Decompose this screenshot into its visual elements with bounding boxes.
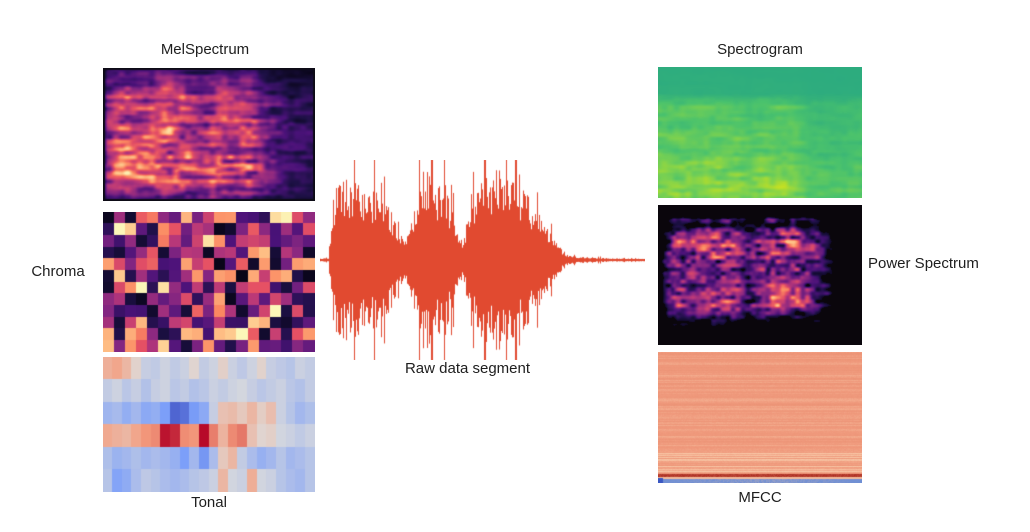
melspectrum-label: MelSpectrum <box>160 41 250 58</box>
spectrogram-label: Spectrogram <box>717 41 803 58</box>
raw-waveform-image <box>320 160 645 360</box>
mfcc-image <box>658 352 862 483</box>
chroma-image <box>103 212 315 352</box>
raw-data-segment-label: Raw data segment <box>404 360 531 377</box>
chroma-label: Chroma <box>31 263 85 280</box>
tonal-image <box>103 357 315 492</box>
tonal-label: Tonal <box>191 494 227 511</box>
mfcc-label: MFCC <box>738 489 782 506</box>
power-spectrum-label: Power Spectrum <box>868 255 979 272</box>
melspectrum-image <box>103 68 315 201</box>
power-spectrum-image <box>658 205 862 345</box>
spectrogram-image <box>658 67 862 198</box>
